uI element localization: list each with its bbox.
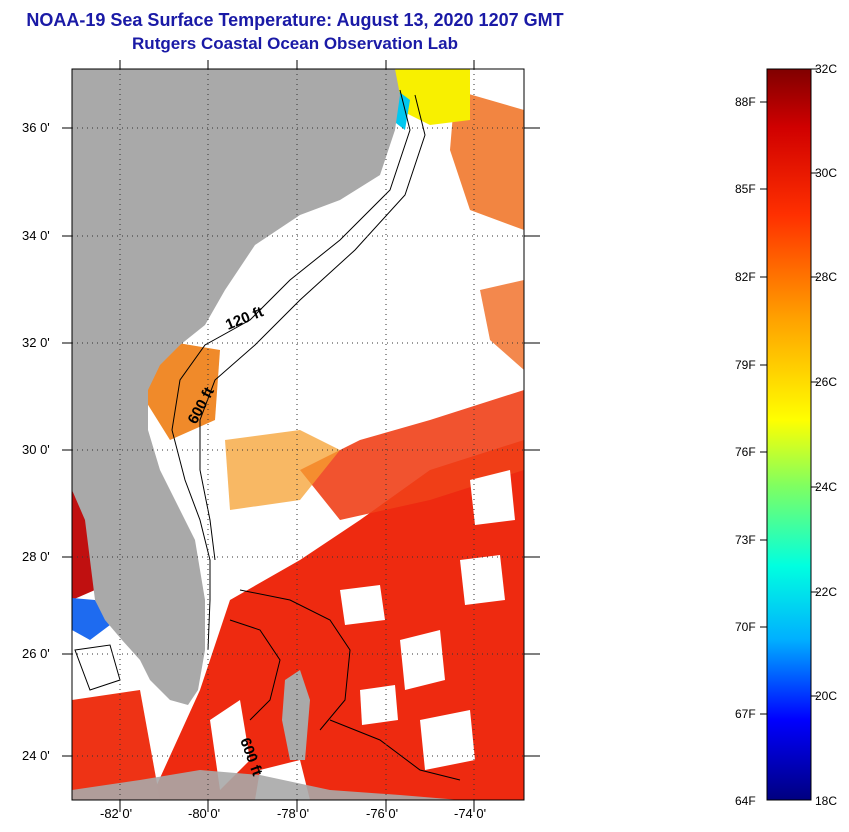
land-andros (282, 670, 310, 760)
lat-label-28: 28 0' (22, 549, 50, 564)
land-cuba (72, 770, 460, 800)
lat-label-26: 26 0' (22, 646, 50, 661)
lon-label-78: -78 0' (277, 806, 310, 821)
lon-label-74: -74 0' (454, 806, 487, 821)
lat-label-30: 30 0' (22, 442, 50, 457)
land-mainland (72, 69, 400, 705)
colorbar-f-70: 70F (735, 620, 756, 634)
map-title: NOAA-19 Sea Surface Temperature: August … (0, 9, 590, 55)
colorbar-f-76: 76F (735, 445, 756, 459)
colorbar-c-22: 22C (815, 585, 838, 599)
title-line-1: NOAA-19 Sea Surface Temperature: August … (26, 10, 564, 30)
colorbar-c-18: 18C (815, 794, 838, 808)
colorbar-c-20: 20C (815, 689, 838, 703)
colorbar-f-79: 79F (735, 358, 756, 372)
sst-yellow-patch (390, 69, 470, 125)
sst-blue-patch (72, 598, 110, 640)
colorbar-f-73: 73F (735, 533, 756, 547)
colorbar (766, 68, 812, 801)
sst-warm-region (72, 90, 524, 800)
map-frame (71, 68, 525, 801)
colorbar-f-67: 67F (735, 707, 756, 721)
colorbar-c-24: 24C (815, 480, 838, 494)
colorbar-c-26: 26C (815, 375, 838, 389)
colorbar-f-64: 64F (735, 794, 756, 808)
lat-label-32: 32 0' (22, 335, 50, 350)
colorbar-f-88: 88F (735, 95, 756, 109)
lat-label-24: 24 0' (22, 748, 50, 763)
colorbar-f-82: 82F (735, 270, 756, 284)
title-line-2: Rutgers Coastal Ocean Observation Lab (132, 34, 458, 53)
lon-label-76: -76 0' (366, 806, 399, 821)
lat-label-36: 36 0' (22, 120, 50, 135)
graticule (72, 69, 524, 800)
lon-label-80: -80 0' (188, 806, 221, 821)
colorbar-ticks (760, 68, 818, 715)
map-panel: 120 ft 600 ft 600 ft (72, 69, 524, 800)
colorbar-c-32: 32C (815, 62, 838, 76)
lon-label-82: -82 0' (100, 806, 133, 821)
colorbar-f-85: 85F (735, 182, 756, 196)
axis-ticks (62, 60, 540, 812)
colorbar-c-30: 30C (815, 166, 838, 180)
bathymetry-contours (74, 89, 461, 781)
lat-label-34: 34 0' (22, 228, 50, 243)
colorbar-c-28: 28C (815, 270, 838, 284)
